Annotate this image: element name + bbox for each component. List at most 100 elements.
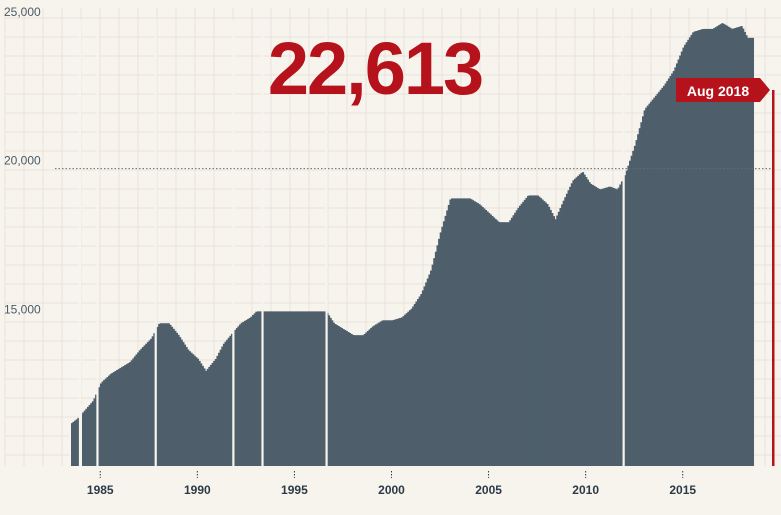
bar — [447, 204, 450, 466]
bar — [323, 311, 326, 466]
callout-label: Aug 2018 — [687, 83, 749, 99]
bar — [527, 195, 530, 466]
bar — [672, 71, 675, 466]
bar — [237, 326, 240, 466]
headline-value: 22,613 — [268, 27, 482, 110]
bar-gap — [154, 20, 157, 466]
bar — [82, 412, 85, 466]
bar — [386, 320, 389, 466]
bar — [88, 405, 91, 466]
bar — [515, 210, 518, 466]
bar — [281, 311, 284, 466]
bar — [506, 222, 509, 466]
bar — [496, 220, 499, 466]
bar — [349, 332, 352, 466]
bar — [389, 320, 392, 466]
bar — [705, 28, 708, 466]
bar — [311, 311, 314, 466]
bar — [145, 343, 148, 466]
bar — [549, 209, 552, 467]
bar — [528, 195, 531, 466]
bar — [561, 204, 564, 466]
bar — [187, 349, 190, 466]
bar — [353, 335, 356, 466]
bar — [748, 37, 751, 467]
bar — [179, 337, 182, 466]
bar — [252, 315, 255, 466]
bar — [108, 375, 111, 466]
latest-marker-line — [772, 90, 775, 466]
bar — [209, 364, 212, 466]
bar — [277, 311, 280, 466]
bar — [400, 317, 403, 466]
bar — [405, 313, 408, 466]
bar — [421, 290, 424, 466]
bar — [536, 195, 539, 466]
bar — [98, 387, 101, 466]
bar — [274, 311, 277, 466]
bar — [391, 320, 394, 466]
bar — [289, 311, 292, 466]
bar — [640, 122, 643, 466]
bar — [439, 232, 442, 466]
bar — [643, 110, 646, 466]
bar — [417, 299, 420, 466]
bar — [635, 140, 638, 466]
bar — [714, 27, 717, 466]
bar — [294, 311, 297, 466]
bar — [706, 28, 709, 466]
bar — [214, 358, 217, 466]
bar — [620, 181, 623, 466]
bar — [425, 282, 428, 466]
bar — [163, 323, 166, 466]
bar — [633, 145, 636, 466]
bar — [590, 183, 593, 466]
bar — [305, 311, 308, 466]
bar — [544, 202, 547, 466]
y-axis: 25,000 20,000 15,000 — [4, 5, 774, 316]
bar — [750, 37, 753, 467]
bar — [352, 334, 355, 466]
bar — [226, 339, 229, 466]
bar — [284, 311, 287, 466]
bar — [650, 101, 653, 467]
bar — [564, 197, 567, 466]
bar — [519, 205, 522, 467]
bar — [637, 134, 640, 466]
bar — [567, 190, 570, 466]
bar — [342, 329, 345, 466]
bar — [360, 335, 363, 466]
bar — [554, 219, 557, 466]
bar — [420, 294, 423, 466]
bar — [412, 306, 415, 466]
bar — [101, 381, 104, 466]
bar — [234, 329, 237, 466]
bar — [452, 198, 455, 466]
bar — [172, 328, 175, 466]
y-tick-label: 25,000 — [4, 5, 41, 19]
bar — [331, 320, 334, 466]
bar — [264, 311, 267, 466]
bar — [751, 37, 755, 467]
bar — [546, 204, 549, 467]
bar — [91, 401, 94, 466]
bar — [408, 310, 411, 466]
bar — [708, 28, 711, 466]
bar — [692, 32, 695, 466]
bar — [206, 368, 209, 466]
bar — [599, 189, 602, 466]
bar — [431, 264, 434, 466]
bar — [716, 26, 719, 466]
bar — [472, 200, 475, 466]
bar — [227, 337, 230, 466]
bar — [442, 221, 445, 466]
bar — [303, 311, 306, 466]
bar — [221, 346, 224, 466]
bar — [664, 83, 667, 467]
bar — [357, 335, 360, 466]
bar — [485, 210, 488, 466]
bar — [548, 206, 551, 466]
bar — [329, 317, 332, 466]
bar — [286, 311, 289, 466]
bar — [239, 324, 242, 466]
